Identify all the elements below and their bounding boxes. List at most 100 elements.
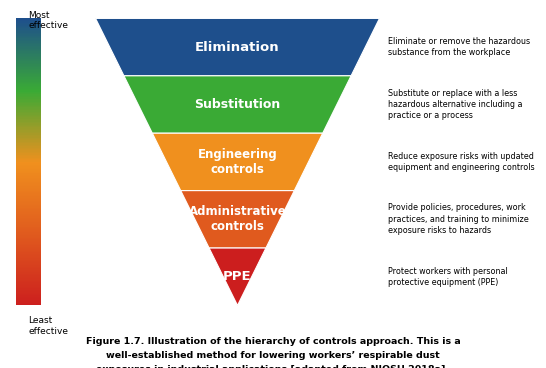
Bar <box>16 235 41 237</box>
Bar <box>16 195 41 197</box>
Bar <box>16 237 41 238</box>
Bar <box>16 30 41 31</box>
Bar <box>16 222 41 224</box>
Bar <box>16 185 41 186</box>
Bar <box>16 76 41 77</box>
Bar <box>16 34 41 36</box>
Bar <box>16 199 41 201</box>
Text: Provide policies, procedures, work
practices, and training to minimize
exposure : Provide policies, procedures, work pract… <box>388 204 529 235</box>
Bar <box>16 264 41 265</box>
Bar <box>16 221 41 222</box>
Bar <box>16 92 41 93</box>
Bar <box>16 209 41 211</box>
Bar <box>16 206 41 208</box>
Bar <box>16 140 41 142</box>
Bar <box>16 192 41 194</box>
Bar <box>16 110 41 112</box>
Bar <box>16 136 41 138</box>
Bar <box>16 125 41 126</box>
Bar <box>16 181 41 182</box>
Bar <box>16 247 41 248</box>
Bar <box>16 26 41 27</box>
Bar <box>16 87 41 89</box>
Bar <box>16 288 41 290</box>
Bar <box>16 254 41 255</box>
Bar <box>16 56 41 57</box>
Bar <box>16 275 41 277</box>
Bar <box>16 116 41 117</box>
Bar <box>16 216 41 218</box>
Bar <box>16 194 41 195</box>
Bar <box>16 138 41 139</box>
Bar <box>16 241 41 242</box>
Bar <box>16 262 41 264</box>
Bar <box>16 168 41 169</box>
Bar <box>16 113 41 114</box>
Bar <box>16 176 41 178</box>
Bar <box>16 139 41 141</box>
Text: Protect workers with personal
protective equipment (PPE): Protect workers with personal protective… <box>388 266 507 287</box>
Bar <box>16 225 41 226</box>
Bar <box>16 20 41 21</box>
Bar <box>16 259 41 261</box>
Bar <box>16 255 41 256</box>
Bar <box>16 274 41 275</box>
Bar <box>16 49 41 50</box>
Bar <box>16 242 41 244</box>
Bar <box>16 145 41 146</box>
Bar <box>16 208 41 209</box>
Text: Least
effective: Least effective <box>28 316 68 336</box>
Bar <box>16 114 41 116</box>
Bar <box>16 90 41 92</box>
Text: Reduce exposure risks with updated
equipment and engineering controls: Reduce exposure risks with updated equip… <box>388 152 535 172</box>
Bar <box>16 179 41 181</box>
Bar <box>16 234 41 235</box>
Bar <box>16 127 41 129</box>
Bar <box>16 202 41 204</box>
Polygon shape <box>96 18 379 76</box>
Bar <box>16 186 41 188</box>
Bar <box>16 170 41 172</box>
Bar <box>16 70 41 71</box>
Bar <box>16 84 41 86</box>
Bar <box>16 21 41 23</box>
Bar <box>16 283 41 284</box>
Bar <box>16 83 41 84</box>
Bar <box>16 27 41 28</box>
Bar <box>16 224 41 225</box>
Bar <box>16 99 41 100</box>
Text: Figure 1.7. Illustration of the hierarchy of controls approach. This is a: Figure 1.7. Illustration of the hierarch… <box>86 337 460 346</box>
Bar <box>16 296 41 297</box>
Bar <box>16 135 41 136</box>
Bar <box>16 130 41 132</box>
Bar <box>16 232 41 234</box>
Bar <box>16 166 41 168</box>
Polygon shape <box>124 76 351 133</box>
Bar <box>16 231 41 232</box>
Bar <box>16 198 41 199</box>
Bar <box>16 64 41 66</box>
Bar <box>16 258 41 259</box>
Bar <box>16 281 41 283</box>
Bar <box>16 261 41 262</box>
Bar <box>16 229 41 231</box>
Bar <box>16 119 41 120</box>
Bar <box>16 50 41 52</box>
Bar <box>16 107 41 109</box>
Bar <box>16 89 41 90</box>
Bar <box>16 182 41 183</box>
Bar <box>16 60 41 61</box>
Bar <box>16 37 41 39</box>
Bar <box>16 53 41 54</box>
Bar <box>16 205 41 206</box>
Bar <box>16 251 41 252</box>
Bar <box>16 74 41 76</box>
Bar <box>16 67 41 69</box>
Bar <box>16 153 41 155</box>
Bar <box>16 47 41 49</box>
Bar <box>16 103 41 105</box>
Bar <box>16 24 41 26</box>
Bar <box>16 191 41 192</box>
Bar <box>16 297 41 298</box>
Bar <box>16 105 41 106</box>
